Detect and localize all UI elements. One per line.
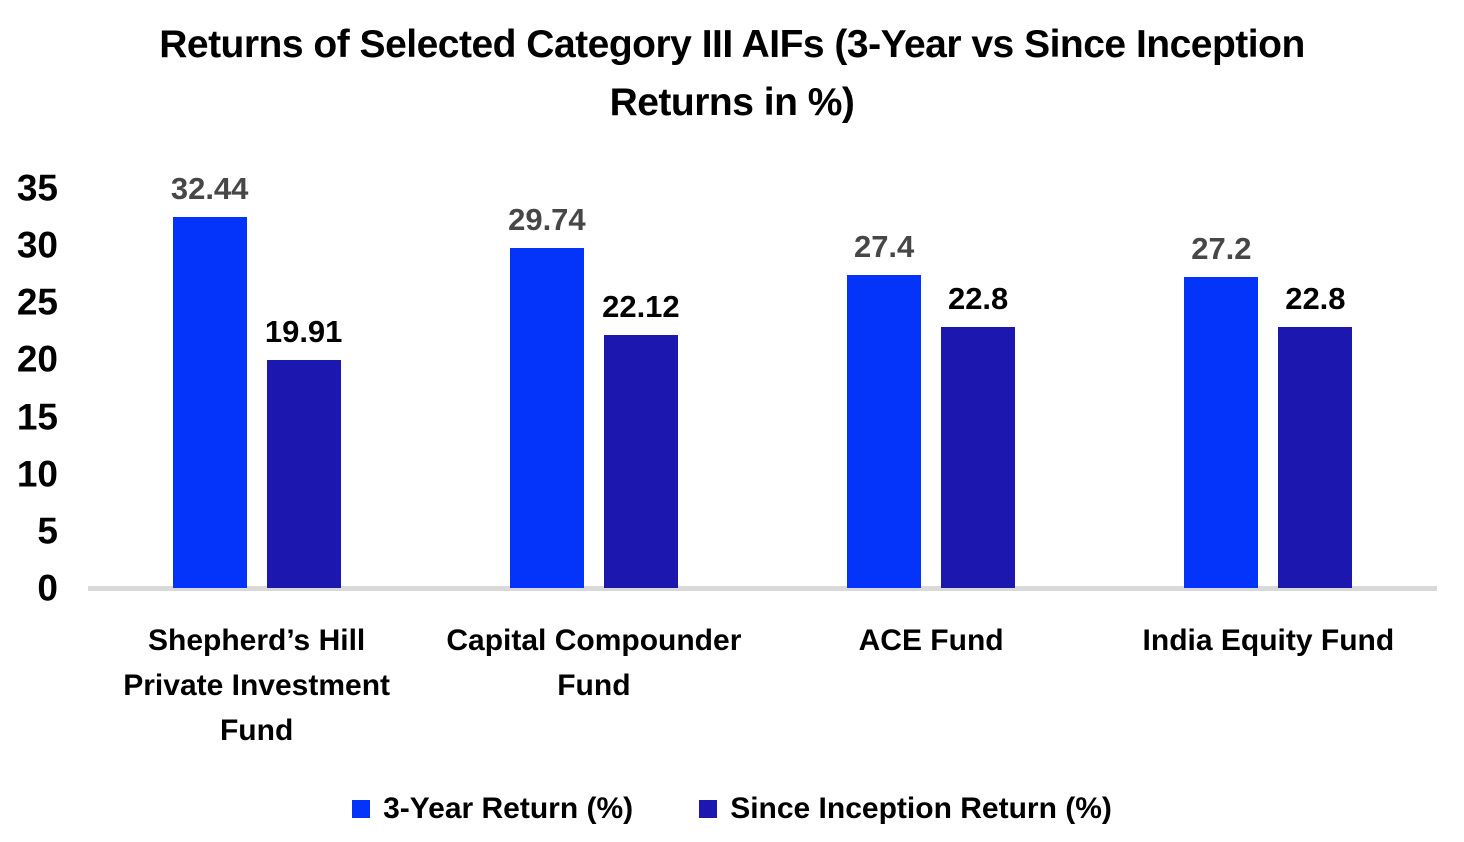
plot-area: 32.44 19.91 29.74 22.12 27.4 22.8 27.2 22.8	[88, 173, 1437, 588]
x-axis-line	[88, 586, 1437, 591]
bar-value-label: 29.74	[508, 202, 586, 238]
bar-value-label: 32.44	[170, 171, 249, 207]
bar-slot: 27.4	[847, 188, 922, 588]
bar-value-label: 22.8	[947, 281, 1009, 317]
bar	[172, 217, 247, 588]
bar-group: 27.4 22.8	[763, 188, 1100, 588]
bar-slot: 32.44	[171, 173, 248, 588]
bar	[941, 327, 1016, 588]
bar-value-label: 27.4	[853, 228, 915, 264]
bar-pair: 32.44 19.91	[171, 173, 343, 588]
bar	[266, 360, 341, 588]
bar-slot: 29.74	[508, 188, 586, 588]
bar-pair: 29.74 22.12	[508, 188, 680, 588]
bar-value-label: 22.12	[602, 289, 680, 325]
bar	[847, 274, 922, 588]
bar-pair: 27.2 22.8	[1184, 188, 1353, 588]
legend-label: Since Inception Return (%)	[730, 792, 1112, 825]
bar-group: 32.44 19.91	[88, 173, 425, 588]
category-label: ACE Fund	[858, 624, 1004, 657]
legend-item: 3-Year Return (%)	[352, 794, 633, 824]
bar-value-label: 19.91	[264, 314, 343, 350]
bar	[603, 335, 678, 588]
bar-slot: 22.8	[1278, 188, 1353, 588]
bar-slot: 19.91	[264, 188, 343, 588]
y-tick-label: 0	[37, 567, 58, 609]
bar-value-label: 27.2	[1191, 231, 1252, 267]
y-tick-label: 15	[16, 396, 58, 438]
bar-group: 27.2 22.8	[1100, 188, 1437, 588]
y-tick-label: 30	[16, 224, 58, 266]
category-label: Shepherd’s Hill Private Investment Fund	[123, 624, 391, 747]
y-tick-label: 5	[37, 510, 58, 552]
category-label: India Equity Fund	[1142, 624, 1395, 657]
bar	[1184, 277, 1259, 588]
bar-pair: 27.4 22.8	[847, 188, 1016, 588]
y-tick-label: 20	[16, 338, 58, 380]
bar-slot: 22.12	[602, 188, 680, 588]
legend: 3-Year Return (%) Since Inception Return …	[0, 794, 1464, 824]
y-tick-label: 35	[16, 167, 58, 209]
bar-slot: 22.8	[941, 188, 1016, 588]
legend-swatch-icon	[352, 800, 371, 818]
legend-label: 3-Year Return (%)	[383, 792, 634, 825]
legend-swatch-icon	[699, 800, 718, 818]
chart-title: Returns of Selected Category III AIFs (3…	[159, 23, 1305, 124]
x-axis-category-labels: Shepherd’s Hill Private Investment Fund C…	[88, 618, 1437, 753]
bar-value-label: 22.8	[1285, 281, 1346, 317]
category-label: Capital Compounder Fund	[446, 624, 742, 702]
y-tick-label: 10	[16, 453, 58, 495]
legend-item: Since Inception Return (%)	[699, 794, 1112, 824]
bar-slot: 27.2	[1184, 188, 1259, 588]
y-tick-label: 25	[16, 281, 58, 323]
bar	[509, 248, 584, 588]
bar-group: 29.74 22.12	[425, 188, 762, 588]
bar	[1278, 327, 1353, 588]
